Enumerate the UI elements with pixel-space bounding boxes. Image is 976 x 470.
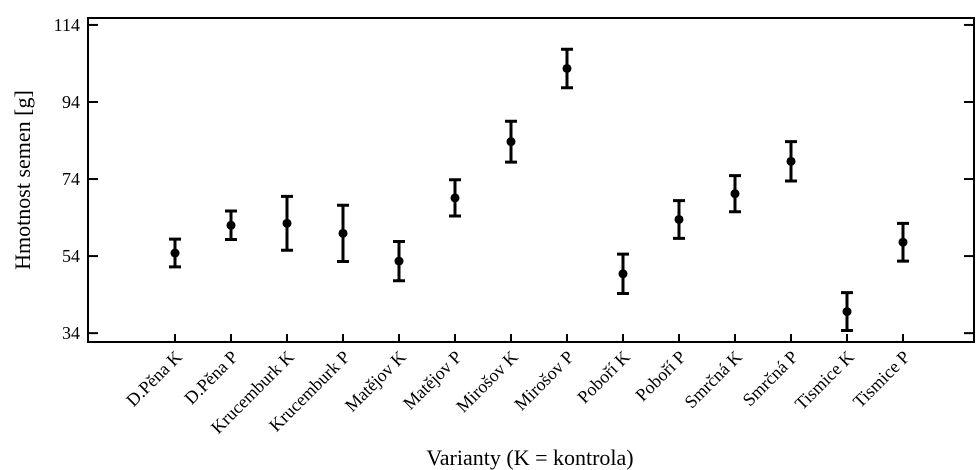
point (674, 214, 684, 224)
x-tick-label: Smrčná K (680, 347, 745, 412)
point (170, 248, 180, 258)
x-tick-label: D.Pěna K (122, 347, 186, 411)
y-tick-label: 34 (62, 323, 80, 343)
point (450, 193, 460, 203)
y-tick-label: 94 (62, 92, 80, 112)
point (562, 63, 572, 73)
x-tick-label: Mirošov K (452, 347, 522, 417)
x-tick-label: Poboří K (573, 347, 633, 407)
point (786, 156, 796, 166)
y-tick-label: 114 (54, 15, 80, 35)
point (226, 220, 236, 230)
y-tick-label: 54 (62, 246, 80, 266)
point (282, 218, 292, 228)
point (618, 269, 628, 279)
point (842, 307, 852, 317)
y-axis-label: Hmotnost semen [g] (10, 90, 35, 270)
point (898, 237, 908, 247)
x-axis-label: Varianty (K = kontrola) (426, 445, 633, 470)
x-tick-label: Matějov K (341, 347, 410, 416)
point (394, 256, 404, 266)
point (730, 189, 740, 199)
x-tick-label: Tismice P (849, 347, 914, 412)
point (338, 228, 348, 238)
point (506, 137, 516, 147)
x-tick-label: Mirošov P (510, 347, 578, 415)
y-tick-label: 74 (62, 169, 80, 189)
x-tick-label: Tismice K (791, 347, 858, 414)
